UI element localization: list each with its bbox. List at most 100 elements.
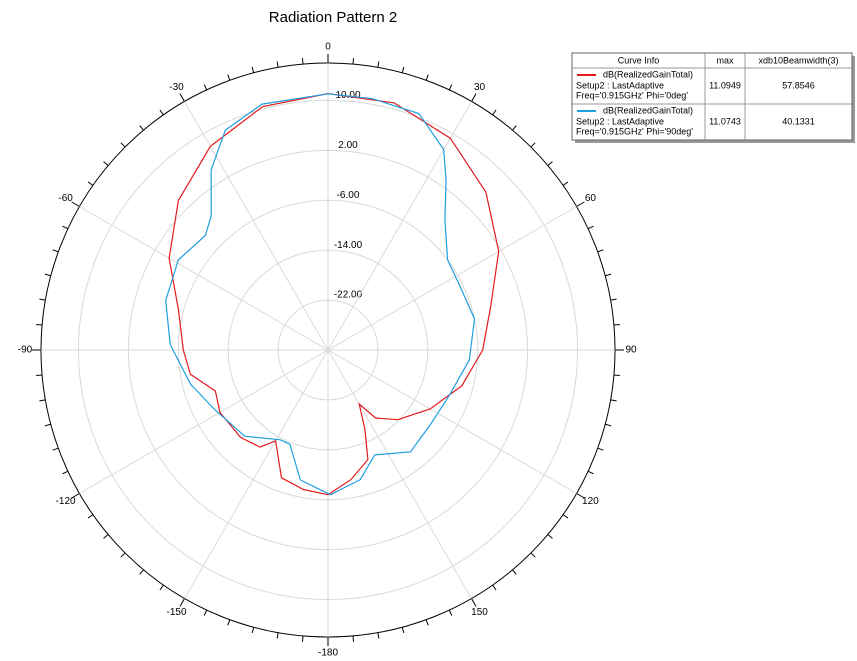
minor-tick (103, 161, 109, 166)
minor-tick (203, 84, 208, 91)
legend-max: 11.0949 (709, 80, 741, 90)
theta-tick-label: 30 (474, 82, 486, 93)
legend-name: dB(RealizedGainTotal) (603, 105, 693, 115)
minor-tick (62, 225, 69, 230)
minor-tick (597, 249, 604, 253)
minor-tick (44, 423, 51, 427)
theta-tick-label: 90 (625, 345, 637, 356)
legend-freq: Freq='0.915GHz' Phi='0deg' (576, 90, 688, 100)
minor-tick (120, 552, 126, 558)
minor-tick (610, 399, 617, 402)
legend-freq: Freq='0.915GHz' Phi='90deg' (576, 126, 693, 136)
legend-max: 11.0743 (709, 116, 741, 126)
theta-tick (576, 201, 585, 207)
minor-tick (352, 58, 355, 65)
minor-tick (512, 569, 517, 575)
theta-tick-label: -90 (18, 345, 33, 356)
minor-tick (39, 298, 46, 301)
legend: Curve Info max xdb10Beamwidth(3) dB(Realize… (571, 52, 855, 143)
minor-tick (36, 374, 43, 377)
theta-tick-label: -150 (166, 607, 186, 618)
minor-tick (87, 181, 94, 186)
spoke (327, 349, 577, 494)
chart-title: Radiation Pattern 2 (269, 9, 397, 26)
minor-tick (613, 323, 620, 326)
minor-tick (448, 84, 453, 91)
legend-name: dB(RealizedGainTotal) (603, 69, 693, 79)
theta-tick-label: 0 (325, 42, 331, 53)
legend-beamwidth: 40.1331 (782, 116, 815, 126)
minor-tick (492, 109, 497, 116)
minor-tick (120, 142, 126, 148)
minor-tick (530, 142, 536, 148)
series-line (165, 93, 476, 496)
minor-tick (52, 249, 59, 253)
theta-tick (71, 201, 80, 207)
minor-tick (139, 125, 144, 131)
minor-tick (613, 374, 620, 377)
minor-tick (425, 619, 429, 626)
minor-tick (597, 447, 604, 451)
minor-tick (547, 534, 553, 539)
minor-tick (401, 66, 405, 73)
theta-tick (179, 93, 185, 102)
minor-tick (377, 632, 380, 639)
theta-tick-label: 120 (582, 496, 599, 507)
minor-tick (352, 635, 355, 642)
minor-tick (587, 225, 594, 230)
minor-tick (448, 609, 453, 616)
minor-tick (301, 635, 304, 642)
minor-tick (36, 323, 43, 326)
theta-tick (179, 598, 185, 607)
minor-tick (610, 298, 617, 301)
minor-tick (103, 534, 109, 539)
theta-tick (471, 598, 477, 607)
spoke (79, 349, 329, 494)
minor-tick (227, 619, 231, 626)
r-tick-label: 2.00 (338, 140, 358, 151)
legend-setup: Setup2 : LastAdaptive (576, 80, 664, 90)
legend-beamwidth: 57.8546 (782, 80, 815, 90)
minor-tick (401, 627, 405, 634)
minor-tick (39, 399, 46, 402)
r-tick-label: -6.00 (337, 190, 360, 201)
minor-tick (377, 61, 380, 68)
minor-tick (139, 569, 144, 575)
spoke (79, 206, 329, 351)
theta-tick-label: -120 (56, 496, 76, 507)
r-tick-label: -14.00 (334, 240, 363, 251)
minor-tick (301, 58, 304, 65)
minor-tick (62, 470, 69, 475)
theta-tick-label: -60 (58, 193, 73, 204)
spoke (327, 206, 577, 351)
theta-tick (471, 93, 477, 102)
minor-tick (276, 632, 279, 639)
minor-tick (425, 74, 429, 81)
minor-tick (159, 109, 164, 116)
spoke (327, 349, 472, 599)
legend-header: max (716, 55, 734, 65)
r-tick-label: -22.00 (334, 290, 363, 301)
minor-tick (52, 447, 59, 451)
minor-tick (251, 627, 255, 634)
minor-tick (159, 584, 164, 591)
theta-tick-label: -30 (169, 82, 184, 93)
minor-tick (251, 66, 255, 73)
minor-tick (276, 61, 279, 68)
minor-tick (530, 552, 536, 558)
theta-tick-label: -180 (318, 648, 338, 656)
minor-tick (512, 125, 517, 131)
theta-tick-label: 60 (585, 193, 597, 204)
minor-tick (605, 423, 612, 427)
theta-tick (71, 493, 80, 499)
spoke (327, 101, 472, 351)
spoke (184, 101, 329, 351)
legend-header: Curve Info (618, 55, 660, 65)
minor-tick (203, 609, 208, 616)
theta-tick (576, 493, 585, 499)
spoke (184, 349, 329, 599)
minor-tick (562, 181, 569, 186)
legend-setup: Setup2 : LastAdaptive (576, 116, 664, 126)
theta-tick-label: 150 (471, 607, 488, 618)
